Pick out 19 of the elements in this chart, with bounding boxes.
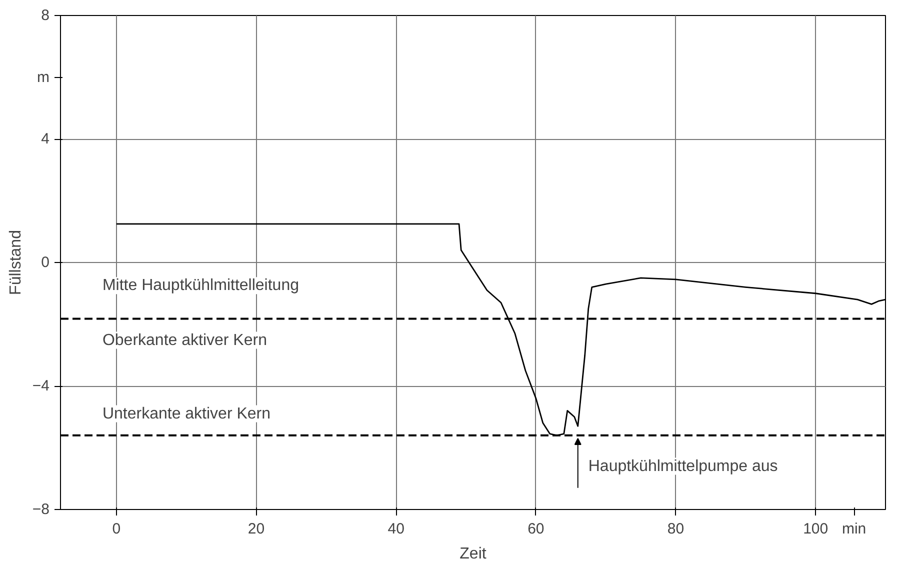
y-tick-label: −4 — [32, 378, 50, 394]
y-axis-title: Füllstand — [7, 230, 24, 295]
y-tick-label: −8 — [32, 501, 50, 518]
ref-line-label: Oberkante aktiver Kern — [102, 332, 267, 349]
x-tick-label: 0 — [112, 520, 121, 538]
x-tick-label: 60 — [528, 520, 544, 538]
y-tick-label: 8 — [41, 7, 50, 24]
annotation: Mitte Hauptkühlmittelleitung — [102, 277, 299, 294]
x-tick-label: 40 — [388, 520, 404, 538]
y-tick-label: m — [37, 68, 50, 86]
ref-line-label: Unterkante aktiver Kern — [102, 405, 271, 422]
x-tick-label: min — [842, 520, 866, 538]
x-axis-title: Zeit — [460, 546, 487, 562]
y-tick-label: 0 — [41, 254, 50, 271]
annotation: Hauptkühlmittelpumpe aus — [588, 458, 778, 475]
x-tick-label: 20 — [248, 520, 265, 538]
x-tick-label: 80 — [667, 520, 684, 538]
x-tick-label: 100 — [803, 520, 828, 538]
y-tick-label: 4 — [41, 130, 50, 148]
